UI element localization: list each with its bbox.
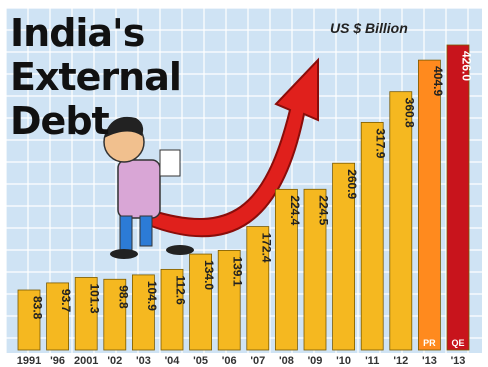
cartoon-figure-shoe-left [110,249,138,259]
bar-tag-label: PR [423,338,436,348]
x-tick-label: '11 [365,355,379,367]
bar-02-3 [103,278,127,351]
cartoon-figure-paper [159,149,181,177]
x-tick-label: '09 [308,355,323,367]
bar-13-14 [417,59,441,351]
bar-value-label: 101.3 [88,283,102,313]
x-tick-label: '02 [107,355,122,367]
bar-13-15 [446,44,470,351]
x-tick-label: 2001 [74,355,98,367]
bar-06-7 [217,250,241,351]
x-tick-label: '06 [222,355,237,367]
bar-value-label: 98.8 [116,285,130,309]
bar-12-13 [389,91,413,351]
bar-03-4 [131,274,155,351]
bar-value-label: 134.0 [202,260,216,290]
bar-value-label: 139.1 [231,256,245,286]
bar-value-label: 360.8 [402,98,416,128]
cartoon-figure-shoe-right [166,245,194,255]
bar-value-label: 404.9 [431,66,445,96]
cartoon-figure-leg-left [119,215,133,251]
x-tick-label: '07 [250,355,265,367]
bar-1991-0 [17,289,41,351]
chart-title-line1: India's [10,11,145,55]
bar-04-5 [160,268,184,351]
cartoon-figure-leg-right [139,215,153,247]
bar-value-label: 93.7 [59,289,73,313]
x-tick-label: 1991 [17,355,41,367]
bar-2001-2 [74,277,98,351]
bar-05-6 [189,253,213,351]
bar-08-9 [274,188,298,351]
x-tick-label: '03 [136,355,151,367]
bar-10-11 [332,162,356,351]
chart-title-line2: External [10,55,182,99]
x-tick-label: '10 [336,355,351,367]
bar-value-label: 260.9 [345,169,359,199]
bar-value-label: 112.6 [174,275,188,305]
bar-value-label: 224.4 [288,195,302,225]
x-tick-label: '12 [393,355,408,367]
bar-value-label: 104.9 [145,281,159,311]
bar-96-1 [46,282,69,351]
unit-label: US $ Billion [330,20,408,36]
x-tick-label: '08 [279,355,294,367]
bar-tag-label: QE [451,338,464,348]
bar-11-12 [360,121,384,351]
x-tick-label: '05 [193,355,208,367]
x-tick-label: '13 [422,355,437,367]
bar-09-10 [303,188,327,351]
x-tick-label: '04 [165,355,181,367]
bar-value-label: 317.9 [374,128,388,158]
bar-value-label: 83.8 [31,296,45,320]
bar-value-label: 426.0 [460,51,474,81]
bar-07-8 [246,226,270,351]
x-tick-label: '96 [50,355,65,367]
bar-value-label: 224.5 [317,195,331,225]
bar-value-label: 172.4 [259,233,273,263]
cartoon-figure-body [117,159,161,219]
x-tick-label: '13 [451,355,466,367]
chart-title-line3: Debt [10,99,110,143]
cartoon-figure-hair [104,116,144,138]
